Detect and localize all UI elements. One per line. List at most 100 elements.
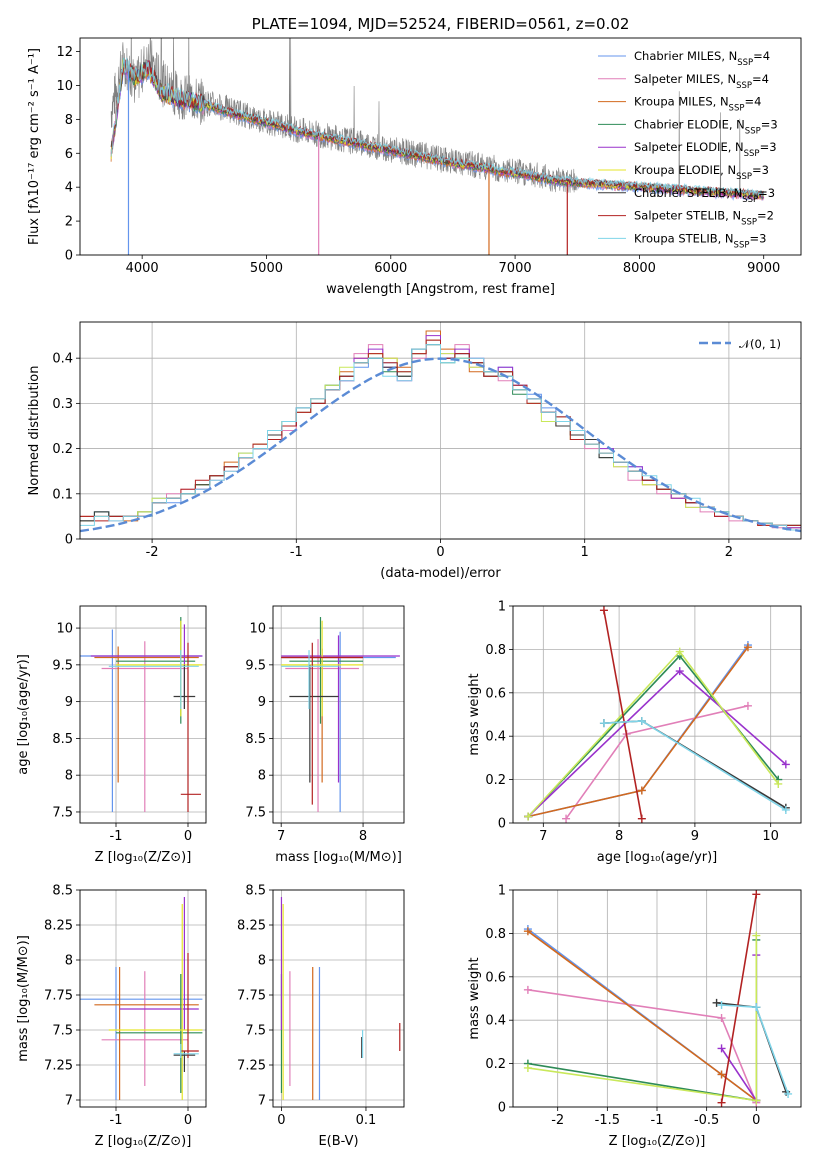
legend-entry: Kroupa STELIB, NSSP=3: [634, 231, 766, 250]
y-tick-label: 7.5: [245, 805, 266, 820]
x-tick-label: -2: [146, 545, 159, 560]
y-tick-label: 0.2: [52, 442, 73, 457]
y-tick-label: 10: [249, 622, 266, 637]
chart-title: PLATE=1094, MJD=52524, FIBERID=0561, z=0…: [252, 15, 630, 33]
y-tick-label: 12: [56, 45, 73, 60]
y-tick-label: 7.75: [44, 989, 73, 1004]
axes-frame: [79, 37, 802, 256]
legend-entry: Chabrier ELODIE, NSSP=3: [634, 117, 778, 136]
weight-marker: [523, 985, 532, 994]
spectrum-panel: 4000 5000 6000 7000 8000 9000 0 2 4 6 8 10 12 wavelen…: [27, 15, 802, 297]
legend-label: 𝒩(0, 1): [739, 337, 781, 351]
y-tick-label: 9: [65, 695, 73, 710]
x-tick-label: 0: [184, 829, 192, 844]
weight-marker: [712, 998, 721, 1007]
legend-subscript: SSP: [736, 172, 752, 182]
legend-subscript: SSP: [737, 58, 753, 68]
weight-marker: [784, 1089, 793, 1098]
weight-marker: [752, 931, 761, 940]
plot-area: [524, 606, 790, 823]
legend-label: Chabrier MILES, N: [634, 49, 737, 63]
weight-vs-age-panel: 7 8 9 10 0 0.2 0.4 0.6 0.8 1 age [log₁₀(age/yr)] ma…: [467, 600, 802, 865]
x-tick-label: 9000: [747, 261, 780, 276]
legend-label: Salpeter MILES, N: [634, 72, 736, 86]
histogram-step: [80, 339, 801, 526]
legend-count: =4: [752, 72, 769, 86]
x-tick-label: 4000: [126, 261, 159, 276]
y-tick-label: 9: [258, 695, 266, 710]
y-tick-label: 7: [65, 1094, 73, 1109]
legend-count: =4: [753, 49, 770, 63]
weight-marker: [752, 1096, 761, 1105]
legend-subscript: SSP: [729, 104, 745, 114]
weight-marker: [523, 927, 532, 936]
y-tick-label: 0.8: [485, 643, 506, 658]
x-tick-label: -0.5: [694, 1113, 719, 1128]
legend-label: Kroupa ELODIE, N: [634, 163, 736, 177]
weight-line: [721, 1004, 789, 1095]
axes-frame: [272, 605, 405, 824]
weight-line: [527, 650, 779, 818]
legend-subscript: SSP: [742, 195, 758, 205]
x-axis-label: Z [log₁₀(Z/Z⊙)]: [95, 850, 192, 865]
axes-frame: [272, 889, 405, 1108]
x-tick-label: 6000: [374, 261, 407, 276]
y-tick-label: 0: [498, 1101, 506, 1116]
legend-subscript: SSP: [744, 149, 760, 159]
x-tick-label: -1: [651, 1113, 664, 1128]
legend-label: Chabrier STELIB, N: [634, 186, 742, 200]
x-tick-label: 0: [277, 1113, 285, 1128]
legend-count: =4: [744, 95, 761, 109]
x-tick-label: -1: [290, 545, 303, 560]
weight-line: [720, 894, 758, 1103]
y-tick-label: 8.5: [245, 884, 266, 899]
plot-area: [80, 897, 203, 1100]
residuals-panel: -2 -1 0 1 2 0 0.1 0.2 0.3 0.4 (data-model)/error No…: [27, 321, 802, 581]
weight-marker: [774, 779, 783, 788]
x-tick-label: 10: [762, 829, 779, 844]
plot-area: [80, 330, 801, 533]
legend-entry: Salpeter ELODIE, NSSP=3: [634, 140, 777, 159]
weight-marker: [752, 1003, 761, 1012]
legend-subscript: SSP: [734, 240, 750, 250]
legend-subscript: SSP: [745, 126, 761, 136]
model-line: [110, 57, 765, 197]
y-tick-label: 10: [56, 622, 73, 637]
legend-count: =3: [761, 117, 778, 131]
plot-area: [523, 890, 793, 1107]
y-tick-label: 8: [258, 769, 266, 784]
y-tick-label: 9.5: [52, 658, 73, 673]
weight-marker: [781, 760, 790, 769]
legend-entry: Salpeter STELIB, NSSP=2: [634, 209, 774, 228]
y-tick-label: 7.5: [245, 1024, 266, 1039]
weight-marker: [743, 643, 752, 652]
y-axis-label: mass weight: [467, 957, 482, 1039]
weight-marker: [599, 606, 608, 615]
y-tick-label: 2: [65, 215, 73, 230]
legend-subscript: SSP: [741, 218, 757, 228]
x-tick-label: 7: [539, 829, 547, 844]
y-tick-label: 10: [56, 79, 73, 94]
age-vs-Z-panel: -1 0 7.5 8 8.5 9 9.5 10 Z [log₁₀(Z/Z⊙)] age [log₁…: [16, 605, 207, 865]
y-tick-label: 7.25: [44, 1059, 73, 1074]
plot-area: [281, 617, 400, 812]
x-axis-label: age [log₁₀(age/yr)]: [597, 850, 718, 865]
axes-frame: [512, 889, 802, 1108]
y-tick-label: 7.25: [237, 1059, 266, 1074]
x-tick-label: -1: [110, 829, 123, 844]
legend-entry: Kroupa MILES, NSSP=4: [634, 95, 761, 114]
x-tick-label: 7: [277, 829, 285, 844]
weight-marker: [675, 647, 684, 656]
weight-marker: [717, 1098, 726, 1107]
y-tick-label: 0.2: [485, 773, 506, 788]
y-tick-label: 0.8: [485, 927, 506, 942]
x-tick-label: 0: [436, 545, 444, 560]
x-axis-label: mass [log₁₀(M/M⊙)]: [275, 850, 402, 865]
y-tick-label: 8.25: [44, 919, 73, 934]
plot-area: [280, 897, 401, 1100]
y-axis-label: age [log₁₀(age/yr)]: [16, 654, 31, 775]
x-axis-label: wavelength [Angstrom, rest frame]: [326, 282, 555, 297]
legend-count: =2: [757, 209, 774, 223]
y-tick-label: 0.3: [52, 397, 73, 412]
age-vs-mass-panel: 7 8 7.5 8 8.5 9 9.5 10 mass [log₁₀(M/M⊙)]: [245, 605, 405, 865]
